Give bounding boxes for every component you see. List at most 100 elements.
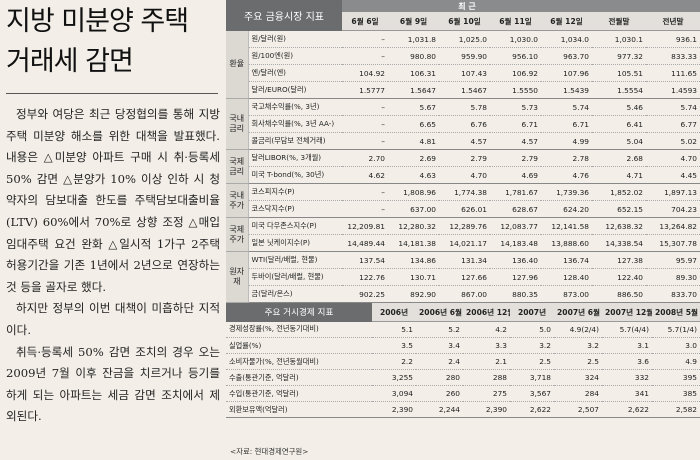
market-group-label: 국제 주가 (226, 218, 248, 252)
market-cell: 1.5550 (490, 82, 541, 99)
economy-cell: 385 (652, 386, 700, 402)
market-cell: 13,888.60 (541, 235, 592, 252)
economy-cell: 3.0 (652, 338, 700, 354)
market-cell: 131.34 (439, 252, 490, 269)
economy-cell: 332 (602, 370, 652, 386)
market-row: 미국 T-bond(%, 30년) 4.62 4.63 4.70 4.69 4.76 4.7… (226, 167, 700, 184)
market-cell: 128.40 (541, 269, 592, 286)
market-row: 국내 금리 국고채수익률(%, 3년) –5.67 5.78 5.73 5.74 5.46 5… (226, 99, 700, 116)
market-row-label: 회사채수익률(%, 3년 AA-) (248, 116, 342, 133)
market-cell: – (342, 184, 388, 201)
economy-cell: 2,390 (372, 402, 416, 418)
economy-cell: 3,567 (510, 386, 554, 402)
market-cell: 977.32 (592, 48, 646, 65)
economy-row-label: 소비자물가(%, 전년동월대비) (226, 354, 372, 370)
economy-cell: 3,094 (372, 386, 416, 402)
article-panel: 지방 미분양 주택 거래세 감면 정부와 여당은 최근 당정협의를 통해 지방 … (0, 0, 224, 460)
market-cell: 5.02 (646, 133, 700, 150)
market-group-label: 국내 주가 (226, 184, 248, 218)
market-cell: 4.57 (439, 133, 490, 150)
market-group-label: 환율 (226, 31, 248, 99)
market-table: 주요 금융시장 지표 최 근 6월 6일 6월 9일 6월 10일 6월 11일 6월 12… (226, 0, 700, 303)
economy-cell: 3.5 (372, 338, 416, 354)
market-cell: 136.40 (490, 252, 541, 269)
market-row: 국내 주가 코스피지수(P) –1,808.96 1,774.38 1,781.67 1,… (226, 184, 700, 201)
market-cell: 13,264.82 (646, 218, 700, 235)
market-row: 원/100엔(원) –980.80 959.90 956.10 963.70 977.32… (226, 48, 700, 65)
header-spacer (592, 0, 700, 12)
market-row-label: 달러LIBOR(%, 3개월) (248, 150, 342, 167)
economy-column-header: 2007년 12월 (602, 303, 652, 322)
economy-cell: 2,582 (652, 402, 700, 418)
economy-row: 수입(통관기준, 억달러) 3,094 260 275 3,567 284 341 385 (226, 386, 700, 402)
market-cell: 959.90 (439, 48, 490, 65)
economy-cell: 5.7(1/4) (652, 322, 700, 338)
market-column-header: 6월 6일 (342, 12, 388, 31)
market-cell: 107.43 (439, 65, 490, 82)
economy-cell: 2.2 (372, 354, 416, 370)
market-cell: 6.65 (388, 116, 439, 133)
market-cell: 89.30 (646, 269, 700, 286)
market-column-header: 6월 11일 (490, 12, 541, 31)
market-group-label: 국내 금리 (226, 99, 248, 150)
economy-row: 실업률(%) 3.5 3.4 3.3 3.2 3.2 3.1 3.0 (226, 338, 700, 354)
market-cell: 4.57 (490, 133, 541, 150)
market-cell: – (342, 99, 388, 116)
economy-row-label: 수출(통관기준, 억달러) (226, 370, 372, 386)
economy-row: 소비자물가(%, 전년동월대비) 2.2 2.4 2.1 2.5 2.5 3.6 4.9 (226, 354, 700, 370)
economy-table: 주요 거시경제 지표 2006년 2006년 6월 2006년 12월 2007년 200… (226, 303, 700, 418)
market-row: 두바이(달러/배럴, 현물) 122.76 130.71 127.66 127.96 12… (226, 269, 700, 286)
market-group-label: 국제 금리 (226, 150, 248, 184)
market-cell: 5.67 (388, 99, 439, 116)
market-cell: 1.5467 (439, 82, 490, 99)
indicator-panel: 주요 금융시장 지표 최 근 6월 6일 6월 9일 6월 10일 6월 11일 6월 12… (226, 0, 700, 460)
market-row: 일본 닛케이지수(P) 14,489.44 14,181.38 14,021.17 14… (226, 235, 700, 252)
economy-cell: 2.5 (510, 354, 554, 370)
economy-row: 경제성장률(%, 전년동기대비) 5.1 5.2 4.2 5.0 4.9(2/4) 5.7(… (226, 322, 700, 338)
market-row-label: 일본 닛케이지수(P) (248, 235, 342, 252)
market-row: 환율 원/달러(원) –1,031.8 1,025.0 1,030.0 1,034.0 1,… (226, 31, 700, 48)
market-cell: 1,030.1 (592, 31, 646, 48)
economy-cell: 395 (652, 370, 700, 386)
market-row-label: 엔/달러(엔) (248, 65, 342, 82)
market-cell: 873.00 (541, 286, 592, 303)
economy-table-title: 주요 거시경제 지표 (226, 303, 372, 322)
economy-cell: 260 (416, 386, 463, 402)
market-cell: 2.69 (388, 150, 439, 167)
market-cell: 104.92 (342, 65, 388, 82)
market-cell: 122.76 (342, 269, 388, 286)
market-cell: 1,031.8 (388, 31, 439, 48)
market-cell: 1,025.0 (439, 31, 490, 48)
economy-cell: 3.1 (602, 338, 652, 354)
economy-cell: 4.2 (463, 322, 510, 338)
market-cell: 127.96 (490, 269, 541, 286)
market-cell: 107.96 (541, 65, 592, 82)
article-paragraph: 하지만 정부의 이번 대책이 미흡하단 지적이다. (6, 298, 220, 341)
market-cell: 130.71 (388, 269, 439, 286)
market-row-label: 금(달러/온스) (248, 286, 342, 303)
market-row: 달러/EURO(달러) 1.5777 1.5647 1.5467 1.5550 1.543… (226, 82, 700, 99)
headline-line-2: 거래세 감면 (6, 42, 222, 82)
economy-row: 수출(통관기준, 억달러) 3,255 280 288 3,718 324 332 395 (226, 370, 700, 386)
market-cell: 14,181.38 (388, 235, 439, 252)
economy-cell: 341 (602, 386, 652, 402)
market-row-label: 원/100엔(원) (248, 48, 342, 65)
market-row-label: 미국 T-bond(%, 30년) (248, 167, 342, 184)
economy-cell: 5.0 (510, 322, 554, 338)
market-cell: 106.31 (388, 65, 439, 82)
economy-cell: 3.2 (554, 338, 602, 354)
market-cell: 833.70 (646, 286, 700, 303)
market-row-label: 코스닥지수(P) (248, 201, 342, 218)
market-cell: 1,739.36 (541, 184, 592, 201)
market-cell: 4.63 (388, 167, 439, 184)
market-cell: 963.70 (541, 48, 592, 65)
market-cell: 2.68 (592, 150, 646, 167)
economy-cell: 2,244 (416, 402, 463, 418)
economy-cell: 3.4 (416, 338, 463, 354)
market-cell: 1.5777 (342, 82, 388, 99)
market-cell: 1,030.0 (490, 31, 541, 48)
market-cell: 12,141.58 (541, 218, 592, 235)
economy-cell: 2.5 (554, 354, 602, 370)
article-paragraph: 취득·등록세 50% 감면 조치의 경우 오는 2009년 7월 이후 잔금을 … (6, 342, 220, 428)
market-cell: 4.70 (646, 150, 700, 167)
